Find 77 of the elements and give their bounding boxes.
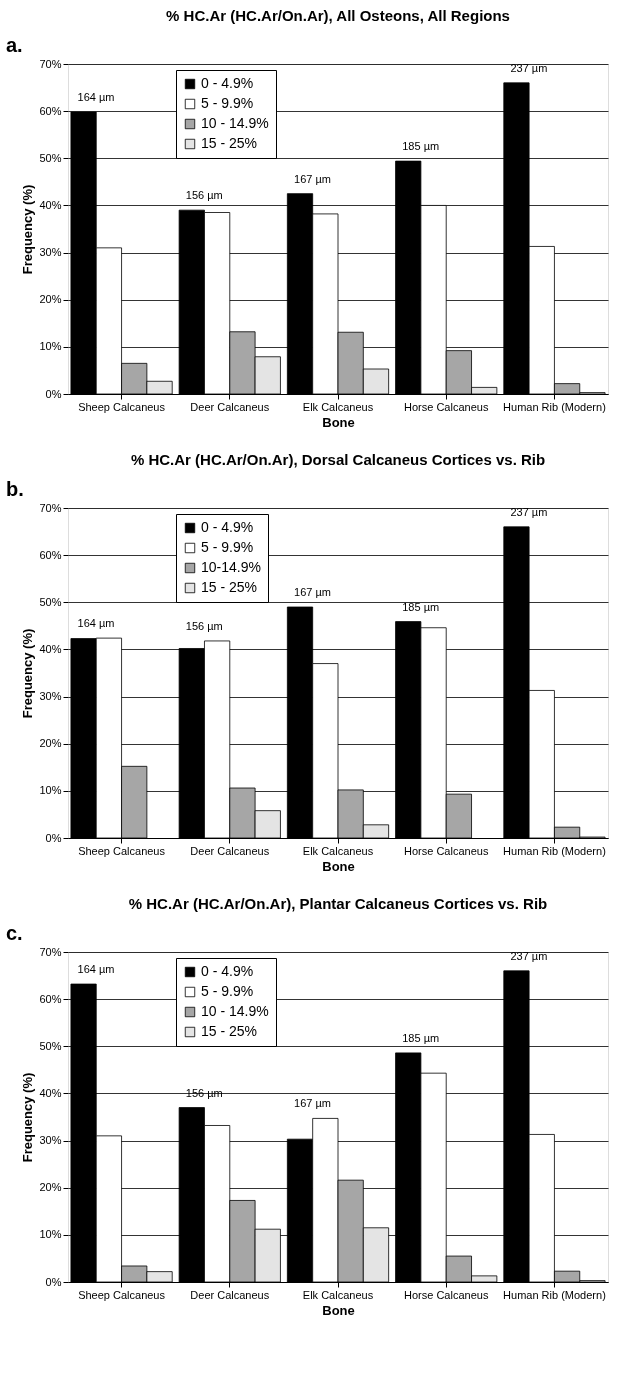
y-tick-label: 70% xyxy=(39,57,62,70)
y-tick-label: 30% xyxy=(39,1134,62,1147)
x-axis-title: Bone xyxy=(322,414,355,430)
legend-label: 15 - 25% xyxy=(201,135,258,151)
legend-label: 0 - 4.9% xyxy=(201,75,254,91)
x-tick-label: Sheep Calcaneus xyxy=(78,1288,166,1301)
annotation: 237 µm xyxy=(510,949,548,962)
annotation: 167 µm xyxy=(294,172,331,185)
legend-label: 5 - 9.9% xyxy=(201,95,254,111)
y-tick-label: 50% xyxy=(39,595,62,608)
legend-label: 5 - 9.9% xyxy=(201,983,254,999)
x-tick-label: Horse Calcaneus xyxy=(404,844,489,857)
y-tick-label: 70% xyxy=(39,501,62,514)
chart-title: % HC.Ar (HC.Ar/On.Ar), Dorsal Calcaneus Cortices vs. Rib xyxy=(130,451,546,468)
x-tick-label: Sheep Calcaneus xyxy=(78,400,166,413)
annotation: 185 µm xyxy=(402,1031,440,1044)
y-tick-label: 0% xyxy=(45,387,62,400)
y-tick-label: 50% xyxy=(39,1039,62,1052)
annotation: 167 µm xyxy=(294,586,331,598)
y-tick-label: 0% xyxy=(45,1275,62,1288)
x-axis-title: Bone xyxy=(322,858,355,874)
text: b. xyxy=(6,478,24,500)
y-tick-label: 10% xyxy=(39,340,62,353)
annotation: 185 µm xyxy=(402,600,440,613)
y-tick-label: 60% xyxy=(39,104,62,117)
annotation: 164 µm xyxy=(77,91,115,104)
x-tick-label: Horse Calcaneus xyxy=(404,400,489,413)
legend-label: 15 - 25% xyxy=(201,1023,258,1039)
y-tick-label: 10% xyxy=(39,1228,62,1241)
legend-label: 10 - 14.9% xyxy=(201,1003,269,1019)
legend-label: 15 - 25% xyxy=(201,579,258,595)
text: a. xyxy=(6,34,23,56)
y-tick-label: 30% xyxy=(39,690,62,703)
y-tick-label: 10% xyxy=(39,784,62,797)
x-tick-label: Sheep Calcaneus xyxy=(78,844,166,857)
legend-label: 5 - 9.9% xyxy=(201,539,254,555)
x-tick-label: Human Rib (Modern) xyxy=(503,1288,606,1301)
annotation: 156 µm xyxy=(185,189,223,202)
annotation: 237 µm xyxy=(510,61,548,74)
y-tick-label: 30% xyxy=(39,246,62,259)
y-tick-label: 20% xyxy=(39,1181,62,1194)
chart-title: % HC.Ar (HC.Ar/On.Ar), Plantar Calcaneus Cortices vs. Rib xyxy=(128,895,548,912)
legend-label: 10 - 14.9% xyxy=(201,115,269,131)
y-tick-label: 70% xyxy=(39,945,62,958)
y-tick-label: 60% xyxy=(39,992,62,1005)
annotation: 237 µm xyxy=(510,505,548,518)
annotation: 156 µm xyxy=(185,619,223,632)
x-tick-label: Elk Calcaneus xyxy=(302,1288,374,1301)
y-tick-label: 50% xyxy=(39,151,62,164)
legend-label: 0 - 4.9% xyxy=(201,963,254,979)
x-tick-label: Elk Calcaneus xyxy=(302,400,374,413)
x-tick-label: Deer Calcaneus xyxy=(190,844,270,857)
y-axis-title: Frequency (%) xyxy=(20,1072,36,1163)
y-axis-title: Frequency (%) xyxy=(20,184,36,275)
x-tick-label: Deer Calcaneus xyxy=(190,1288,270,1301)
chart-title: % HC.Ar (HC.Ar/On.Ar), All Osteons, All Regions xyxy=(166,7,510,24)
x-tick-label: Horse Calcaneus xyxy=(404,1288,489,1301)
y-tick-label: 0% xyxy=(45,831,62,844)
y-tick-label: 40% xyxy=(39,1086,62,1099)
text: c. xyxy=(6,922,23,944)
y-axis-title: Frequency (%) xyxy=(20,628,36,719)
annotation: 167 µm xyxy=(294,1097,331,1110)
x-axis-title: Bone xyxy=(322,1302,355,1318)
x-tick-label: Human Rib (Modern) xyxy=(503,844,606,857)
annotation: 164 µm xyxy=(77,963,115,976)
x-tick-label: Elk Calcaneus xyxy=(302,844,374,857)
x-tick-label: Deer Calcaneus xyxy=(190,400,270,413)
annotation: 185 µm xyxy=(402,140,440,153)
annotation: 164 µm xyxy=(77,617,115,630)
legend-label: 0 - 4.9% xyxy=(201,519,254,535)
y-tick-label: 40% xyxy=(39,642,62,655)
y-tick-label: 20% xyxy=(39,737,62,750)
y-tick-label: 40% xyxy=(39,198,62,211)
x-tick-label: Human Rib (Modern) xyxy=(503,400,606,413)
y-tick-label: 20% xyxy=(39,293,62,306)
y-tick-label: 60% xyxy=(39,548,62,561)
legend-label: 10-14.9% xyxy=(201,559,261,575)
